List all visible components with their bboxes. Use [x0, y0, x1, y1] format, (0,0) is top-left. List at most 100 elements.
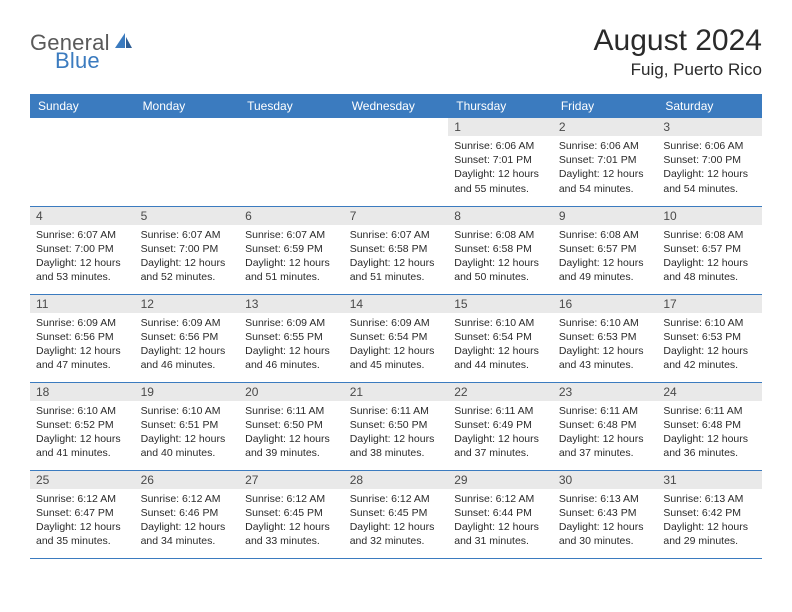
day-number: 31	[657, 471, 762, 489]
day-header: Sunday	[30, 94, 135, 118]
dayl1-line: Daylight: 12 hours	[559, 256, 652, 270]
day-number: 22	[448, 383, 553, 401]
day-data: Sunrise: 6:11 AMSunset: 6:48 PMDaylight:…	[553, 401, 658, 465]
calendar-cell: 23Sunrise: 6:11 AMSunset: 6:48 PMDayligh…	[553, 382, 658, 470]
day-number: 13	[239, 295, 344, 313]
sunrise-line: Sunrise: 6:12 AM	[245, 492, 338, 506]
sunset-line: Sunset: 6:58 PM	[454, 242, 547, 256]
sunrise-line: Sunrise: 6:07 AM	[245, 228, 338, 242]
dayl1-line: Daylight: 12 hours	[245, 520, 338, 534]
calendar-cell: 22Sunrise: 6:11 AMSunset: 6:49 PMDayligh…	[448, 382, 553, 470]
day-number: 25	[30, 471, 135, 489]
dayl2-line: and 51 minutes.	[245, 270, 338, 284]
calendar-cell: 12Sunrise: 6:09 AMSunset: 6:56 PMDayligh…	[135, 294, 240, 382]
day-header: Saturday	[657, 94, 762, 118]
sunrise-line: Sunrise: 6:06 AM	[663, 139, 756, 153]
dayl2-line: and 42 minutes.	[663, 358, 756, 372]
sunrise-line: Sunrise: 6:06 AM	[559, 139, 652, 153]
calendar-cell: 1Sunrise: 6:06 AMSunset: 7:01 PMDaylight…	[448, 118, 553, 206]
day-number: 7	[344, 207, 449, 225]
header: General August 2024 Fuig, Puerto Rico	[30, 24, 762, 80]
day-data: Sunrise: 6:12 AMSunset: 6:45 PMDaylight:…	[239, 489, 344, 553]
sunrise-line: Sunrise: 6:11 AM	[559, 404, 652, 418]
sunrise-line: Sunrise: 6:13 AM	[559, 492, 652, 506]
sunrise-line: Sunrise: 6:07 AM	[36, 228, 129, 242]
day-number: 10	[657, 207, 762, 225]
dayl2-line: and 38 minutes.	[350, 446, 443, 460]
dayl2-line: and 39 minutes.	[245, 446, 338, 460]
sunrise-line: Sunrise: 6:12 AM	[36, 492, 129, 506]
sunset-line: Sunset: 6:56 PM	[141, 330, 234, 344]
dayl2-line: and 45 minutes.	[350, 358, 443, 372]
sunrise-line: Sunrise: 6:10 AM	[454, 316, 547, 330]
day-data: Sunrise: 6:11 AMSunset: 6:50 PMDaylight:…	[344, 401, 449, 465]
sunset-line: Sunset: 7:00 PM	[141, 242, 234, 256]
calendar-cell: 11Sunrise: 6:09 AMSunset: 6:56 PMDayligh…	[30, 294, 135, 382]
day-header-row: Sunday Monday Tuesday Wednesday Thursday…	[30, 94, 762, 118]
sunrise-line: Sunrise: 6:09 AM	[36, 316, 129, 330]
day-data: Sunrise: 6:11 AMSunset: 6:49 PMDaylight:…	[448, 401, 553, 465]
day-data: Sunrise: 6:08 AMSunset: 6:57 PMDaylight:…	[553, 225, 658, 289]
dayl2-line: and 32 minutes.	[350, 534, 443, 548]
day-header: Monday	[135, 94, 240, 118]
day-number: 9	[553, 207, 658, 225]
dayl2-line: and 36 minutes.	[663, 446, 756, 460]
sunset-line: Sunset: 6:53 PM	[559, 330, 652, 344]
dayl1-line: Daylight: 12 hours	[36, 344, 129, 358]
calendar-cell: 16Sunrise: 6:10 AMSunset: 6:53 PMDayligh…	[553, 294, 658, 382]
dayl1-line: Daylight: 12 hours	[663, 167, 756, 181]
dayl1-line: Daylight: 12 hours	[559, 520, 652, 534]
day-data: Sunrise: 6:12 AMSunset: 6:47 PMDaylight:…	[30, 489, 135, 553]
sunset-line: Sunset: 7:00 PM	[663, 153, 756, 167]
sunset-line: Sunset: 6:45 PM	[245, 506, 338, 520]
sunset-line: Sunset: 6:56 PM	[36, 330, 129, 344]
calendar-page: General August 2024 Fuig, Puerto Rico Bl…	[0, 0, 792, 579]
calendar-cell	[30, 118, 135, 206]
day-data: Sunrise: 6:13 AMSunset: 6:42 PMDaylight:…	[657, 489, 762, 553]
day-number: 18	[30, 383, 135, 401]
day-number: 29	[448, 471, 553, 489]
day-data: Sunrise: 6:08 AMSunset: 6:58 PMDaylight:…	[448, 225, 553, 289]
dayl1-line: Daylight: 12 hours	[141, 520, 234, 534]
sunrise-line: Sunrise: 6:08 AM	[454, 228, 547, 242]
sunrise-line: Sunrise: 6:11 AM	[663, 404, 756, 418]
dayl1-line: Daylight: 12 hours	[663, 520, 756, 534]
sunset-line: Sunset: 7:01 PM	[559, 153, 652, 167]
calendar-cell	[239, 118, 344, 206]
sunrise-line: Sunrise: 6:12 AM	[454, 492, 547, 506]
calendar-body: 1Sunrise: 6:06 AMSunset: 7:01 PMDaylight…	[30, 118, 762, 558]
sunset-line: Sunset: 7:01 PM	[454, 153, 547, 167]
calendar-cell: 6Sunrise: 6:07 AMSunset: 6:59 PMDaylight…	[239, 206, 344, 294]
day-number: 8	[448, 207, 553, 225]
day-data: Sunrise: 6:07 AMSunset: 7:00 PMDaylight:…	[135, 225, 240, 289]
day-data: Sunrise: 6:06 AMSunset: 7:01 PMDaylight:…	[553, 136, 658, 200]
calendar-cell: 21Sunrise: 6:11 AMSunset: 6:50 PMDayligh…	[344, 382, 449, 470]
sunrise-line: Sunrise: 6:09 AM	[245, 316, 338, 330]
sunset-line: Sunset: 6:44 PM	[454, 506, 547, 520]
sunset-line: Sunset: 6:49 PM	[454, 418, 547, 432]
sunset-line: Sunset: 6:42 PM	[663, 506, 756, 520]
sunrise-line: Sunrise: 6:11 AM	[454, 404, 547, 418]
sunset-line: Sunset: 6:52 PM	[36, 418, 129, 432]
day-number: 24	[657, 383, 762, 401]
dayl2-line: and 29 minutes.	[663, 534, 756, 548]
dayl1-line: Daylight: 12 hours	[36, 256, 129, 270]
day-data: Sunrise: 6:07 AMSunset: 7:00 PMDaylight:…	[30, 225, 135, 289]
dayl1-line: Daylight: 12 hours	[141, 256, 234, 270]
dayl2-line: and 46 minutes.	[245, 358, 338, 372]
day-number: 1	[448, 118, 553, 136]
sunrise-line: Sunrise: 6:09 AM	[350, 316, 443, 330]
location-label: Fuig, Puerto Rico	[594, 60, 762, 80]
day-data: Sunrise: 6:07 AMSunset: 6:59 PMDaylight:…	[239, 225, 344, 289]
calendar-cell: 4Sunrise: 6:07 AMSunset: 7:00 PMDaylight…	[30, 206, 135, 294]
calendar-row: 18Sunrise: 6:10 AMSunset: 6:52 PMDayligh…	[30, 382, 762, 470]
calendar-cell: 18Sunrise: 6:10 AMSunset: 6:52 PMDayligh…	[30, 382, 135, 470]
dayl2-line: and 48 minutes.	[663, 270, 756, 284]
sunset-line: Sunset: 6:59 PM	[245, 242, 338, 256]
sunset-line: Sunset: 6:48 PM	[559, 418, 652, 432]
calendar-row: 11Sunrise: 6:09 AMSunset: 6:56 PMDayligh…	[30, 294, 762, 382]
calendar-cell: 29Sunrise: 6:12 AMSunset: 6:44 PMDayligh…	[448, 470, 553, 558]
sunrise-line: Sunrise: 6:09 AM	[141, 316, 234, 330]
dayl2-line: and 31 minutes.	[454, 534, 547, 548]
calendar-cell	[344, 118, 449, 206]
